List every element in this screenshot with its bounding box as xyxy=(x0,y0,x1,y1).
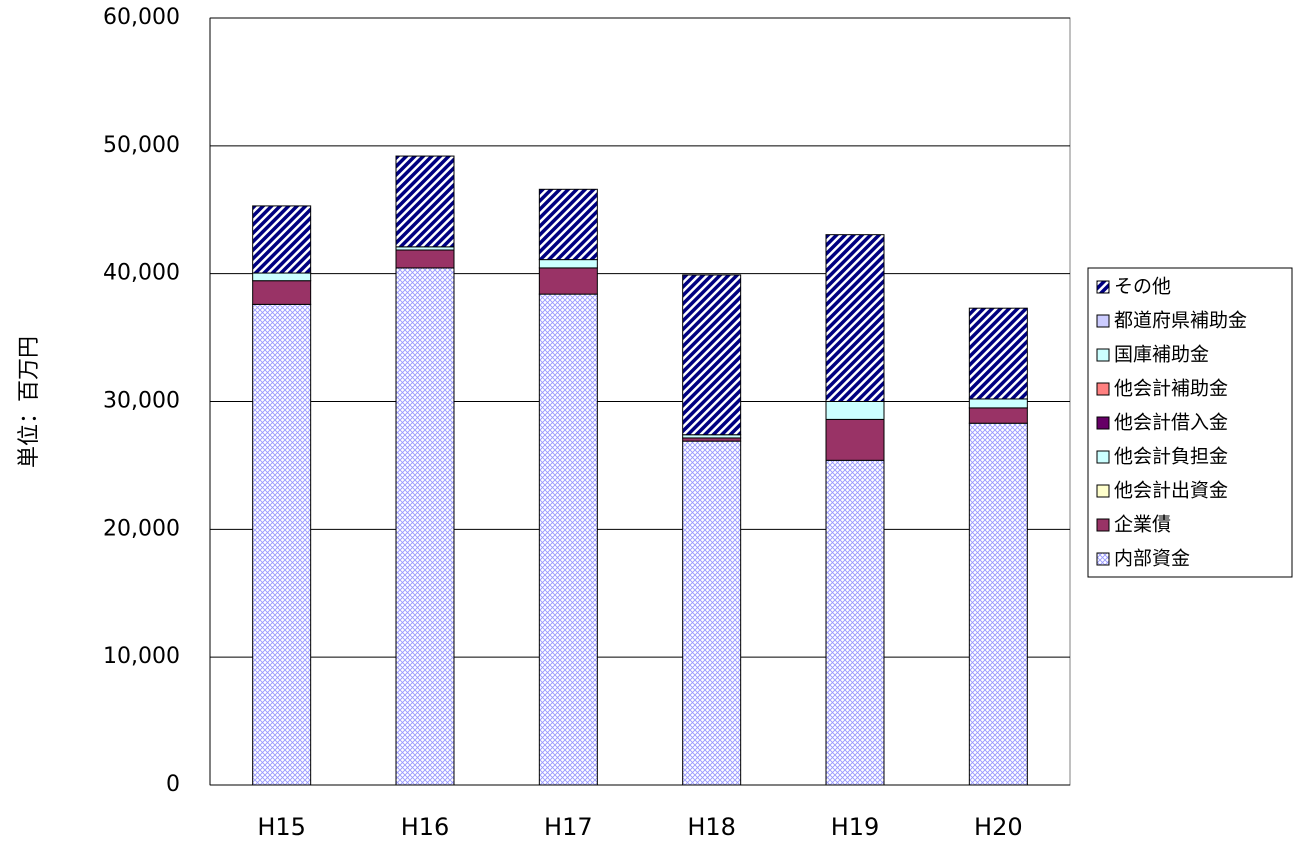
bar-segment xyxy=(395,267,455,786)
x-tick-label: H20 xyxy=(974,813,1023,841)
legend-swatch xyxy=(1096,280,1110,294)
legend-label: 国庫補助金 xyxy=(1114,344,1209,366)
x-tick-label: H16 xyxy=(401,813,450,841)
legend-label: 他会計負担金 xyxy=(1114,446,1228,468)
legend-label: 企業債 xyxy=(1114,514,1171,536)
bar-segment xyxy=(538,267,598,295)
bar-segment xyxy=(825,418,885,461)
y-tick-label: 50,000 xyxy=(103,133,180,158)
bar-segment xyxy=(538,259,598,269)
legend-label: 都道府県補助金 xyxy=(1114,310,1247,332)
y-tick-label: 60,000 xyxy=(103,5,180,30)
legend-swatch xyxy=(1096,314,1110,328)
bar-segment xyxy=(968,407,1028,424)
x-tick-label: H15 xyxy=(257,813,306,841)
x-tick-label: H19 xyxy=(831,813,880,841)
legend-swatch xyxy=(1096,552,1110,566)
legend-label: 他会計借入金 xyxy=(1114,412,1228,434)
legend-label: 他会計出資金 xyxy=(1114,480,1228,502)
bar-segment xyxy=(825,234,885,402)
legend-label: 内部資金 xyxy=(1114,548,1190,570)
bar-segment xyxy=(395,155,455,248)
legend-label: 他会計補助金 xyxy=(1114,378,1228,400)
bar-segment xyxy=(252,280,312,305)
bar-segment xyxy=(825,401,885,420)
bar-segment xyxy=(252,205,312,274)
bar-segment xyxy=(538,293,598,786)
bar-segment xyxy=(538,188,598,261)
x-tick-label: H17 xyxy=(544,813,593,841)
bar-segment xyxy=(968,307,1028,400)
bar-segment xyxy=(825,459,885,786)
y-tick-label: 40,000 xyxy=(103,261,180,286)
legend-swatch xyxy=(1096,416,1110,430)
y-tick-label: 10,000 xyxy=(103,644,180,669)
y-tick-label: 20,000 xyxy=(103,516,180,541)
y-tick-label: 0 xyxy=(166,772,180,797)
bar-segment xyxy=(968,422,1028,786)
legend-swatch xyxy=(1096,484,1110,498)
y-tick-label: 30,000 xyxy=(103,389,180,414)
bar-segment xyxy=(252,272,312,282)
legend-label: その他 xyxy=(1114,276,1171,298)
y-axis-label: 単位：百万円 xyxy=(17,336,42,468)
bar-segment xyxy=(682,440,742,786)
bar-segment xyxy=(395,249,455,269)
legend-swatch xyxy=(1096,518,1110,532)
legend-swatch xyxy=(1096,348,1110,362)
bar-segment xyxy=(968,398,1028,409)
legend-swatch xyxy=(1096,382,1110,396)
x-tick-label: H18 xyxy=(687,813,736,841)
legend-swatch xyxy=(1096,450,1110,464)
bar-segment xyxy=(252,303,312,786)
legend-box xyxy=(1087,267,1293,578)
bar-segment xyxy=(682,274,742,436)
